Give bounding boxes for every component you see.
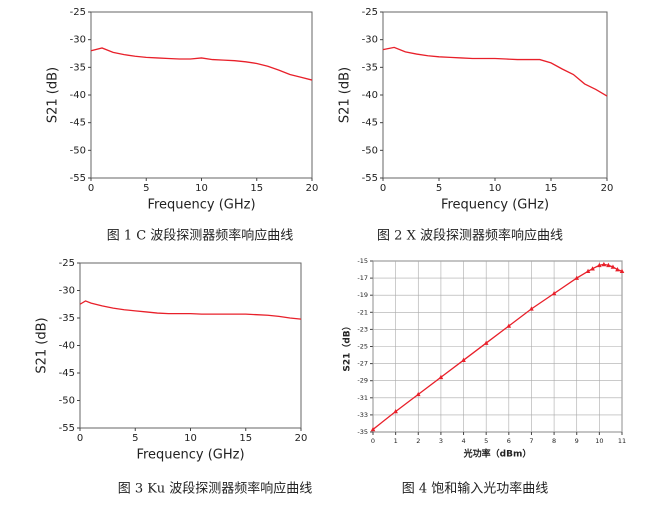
y-tick-label: -25	[362, 7, 378, 18]
y-tick-label: -35	[362, 62, 378, 73]
data-marker	[585, 268, 591, 274]
y-tick-label: -19	[357, 291, 368, 299]
x-tick-label: 4	[461, 437, 465, 445]
data-marker	[393, 408, 398, 414]
y-tick-label: -45	[362, 118, 378, 129]
data-marker	[370, 426, 376, 432]
x-tick-label: 15	[250, 183, 263, 194]
y-tick-label: -35	[357, 428, 368, 436]
x-tick-label: 10	[595, 437, 603, 445]
y-tick-label: -35	[70, 62, 86, 73]
data-marker	[610, 264, 616, 269]
data-marker	[461, 357, 466, 362]
data-marker	[619, 268, 625, 274]
y-tick-label: -29	[357, 377, 368, 385]
x-tick-label: 0	[88, 183, 94, 194]
x-tick-label: 9	[575, 437, 579, 445]
data-marker	[574, 275, 580, 280]
y-tick-label: -31	[357, 394, 368, 402]
x-tick-label: 5	[132, 433, 138, 444]
y-tick-label: -35	[59, 313, 75, 324]
x-tick-label: 15	[545, 183, 558, 194]
data-marker	[601, 261, 607, 267]
y-tick-label: -50	[362, 145, 378, 156]
plot-area	[382, 11, 608, 179]
x-tick-label: 10	[489, 183, 502, 194]
y-tick-label: -21	[357, 308, 368, 316]
y-tick-label: -25	[357, 343, 368, 351]
y-tick-label: -25	[59, 258, 75, 269]
x-tick-label: 0	[77, 433, 83, 444]
x-axis-label: Frequency (GHz)	[147, 198, 255, 213]
data-marker	[483, 340, 489, 345]
y-tick-label: -50	[59, 396, 75, 407]
x-tick-label: 5	[484, 437, 488, 445]
data-marker	[590, 266, 595, 271]
x-tick-label: 20	[295, 433, 308, 444]
y-tick-label: -40	[70, 90, 86, 101]
y-tick-label: -50	[70, 145, 86, 156]
data-marker	[551, 290, 557, 296]
x-tick-label: 7	[529, 437, 533, 445]
x-tick-label: 5	[436, 183, 442, 194]
data-marker	[506, 323, 512, 328]
x-tick-label: 10	[184, 433, 197, 444]
x-tick-label: 5	[143, 183, 149, 194]
x-tick-label: 3	[439, 437, 443, 445]
data-marker	[438, 374, 444, 380]
y-tick-label: -23	[357, 325, 368, 333]
y-tick-label: -30	[70, 35, 86, 46]
data-line	[79, 300, 302, 320]
x-tick-label: 10	[195, 183, 208, 194]
data-marker	[615, 267, 620, 272]
y-tick-label: -40	[362, 90, 378, 101]
x-tick-label: 20	[601, 183, 614, 194]
y-tick-label: -45	[59, 368, 75, 379]
y-tick-label: -30	[59, 286, 75, 297]
caption: 图 2 X 波段探测器频率响应曲线	[377, 228, 563, 244]
caption: 图 3 Ku 波段探测器频率响应曲线	[118, 481, 312, 497]
data-marker	[606, 262, 611, 268]
y-axis-label: S21（dB）	[342, 321, 353, 371]
data-marker	[597, 262, 602, 268]
x-tick-label: 2	[416, 437, 420, 445]
data-marker	[415, 391, 421, 397]
y-tick-label: -55	[362, 173, 378, 184]
y-tick-label: -33	[357, 411, 368, 419]
x-axis-label: Frequency (GHz)	[441, 198, 549, 213]
x-axis-label: 光功率（dBm）	[463, 448, 532, 460]
y-tick-label: -27	[357, 360, 368, 368]
plot-area	[79, 262, 302, 429]
y-tick-label: -17	[357, 274, 368, 282]
x-tick-label: 0	[380, 183, 386, 194]
data-line	[90, 47, 313, 81]
caption: 图 4 饱和输入光功率曲线	[402, 481, 549, 497]
x-axis-label: Frequency (GHz)	[136, 448, 244, 463]
y-axis-label: S21 (dB)	[46, 67, 61, 123]
x-tick-label: 6	[507, 437, 511, 445]
y-axis-label: S21 (dB)	[338, 67, 353, 123]
y-tick-label: -55	[59, 423, 75, 434]
x-tick-label: 8	[552, 437, 556, 445]
y-tick-label: -45	[70, 118, 86, 129]
x-tick-label: 15	[239, 433, 252, 444]
x-tick-label: 20	[306, 183, 319, 194]
plot-area	[90, 11, 313, 179]
x-tick-label: 0	[371, 437, 375, 445]
x-tick-label: 11	[618, 437, 626, 445]
y-tick-label: -55	[70, 173, 86, 184]
y-tick-label: -30	[362, 35, 378, 46]
caption: 图 1 C 波段探测器频率响应曲线	[107, 228, 294, 244]
y-tick-label: -15	[357, 257, 368, 265]
y-tick-label: -25	[70, 7, 86, 18]
y-tick-label: -40	[59, 341, 75, 352]
data-line	[382, 46, 608, 97]
data-marker	[529, 306, 534, 311]
x-tick-label: 1	[394, 437, 398, 445]
y-axis-label: S21 (dB)	[35, 317, 50, 373]
